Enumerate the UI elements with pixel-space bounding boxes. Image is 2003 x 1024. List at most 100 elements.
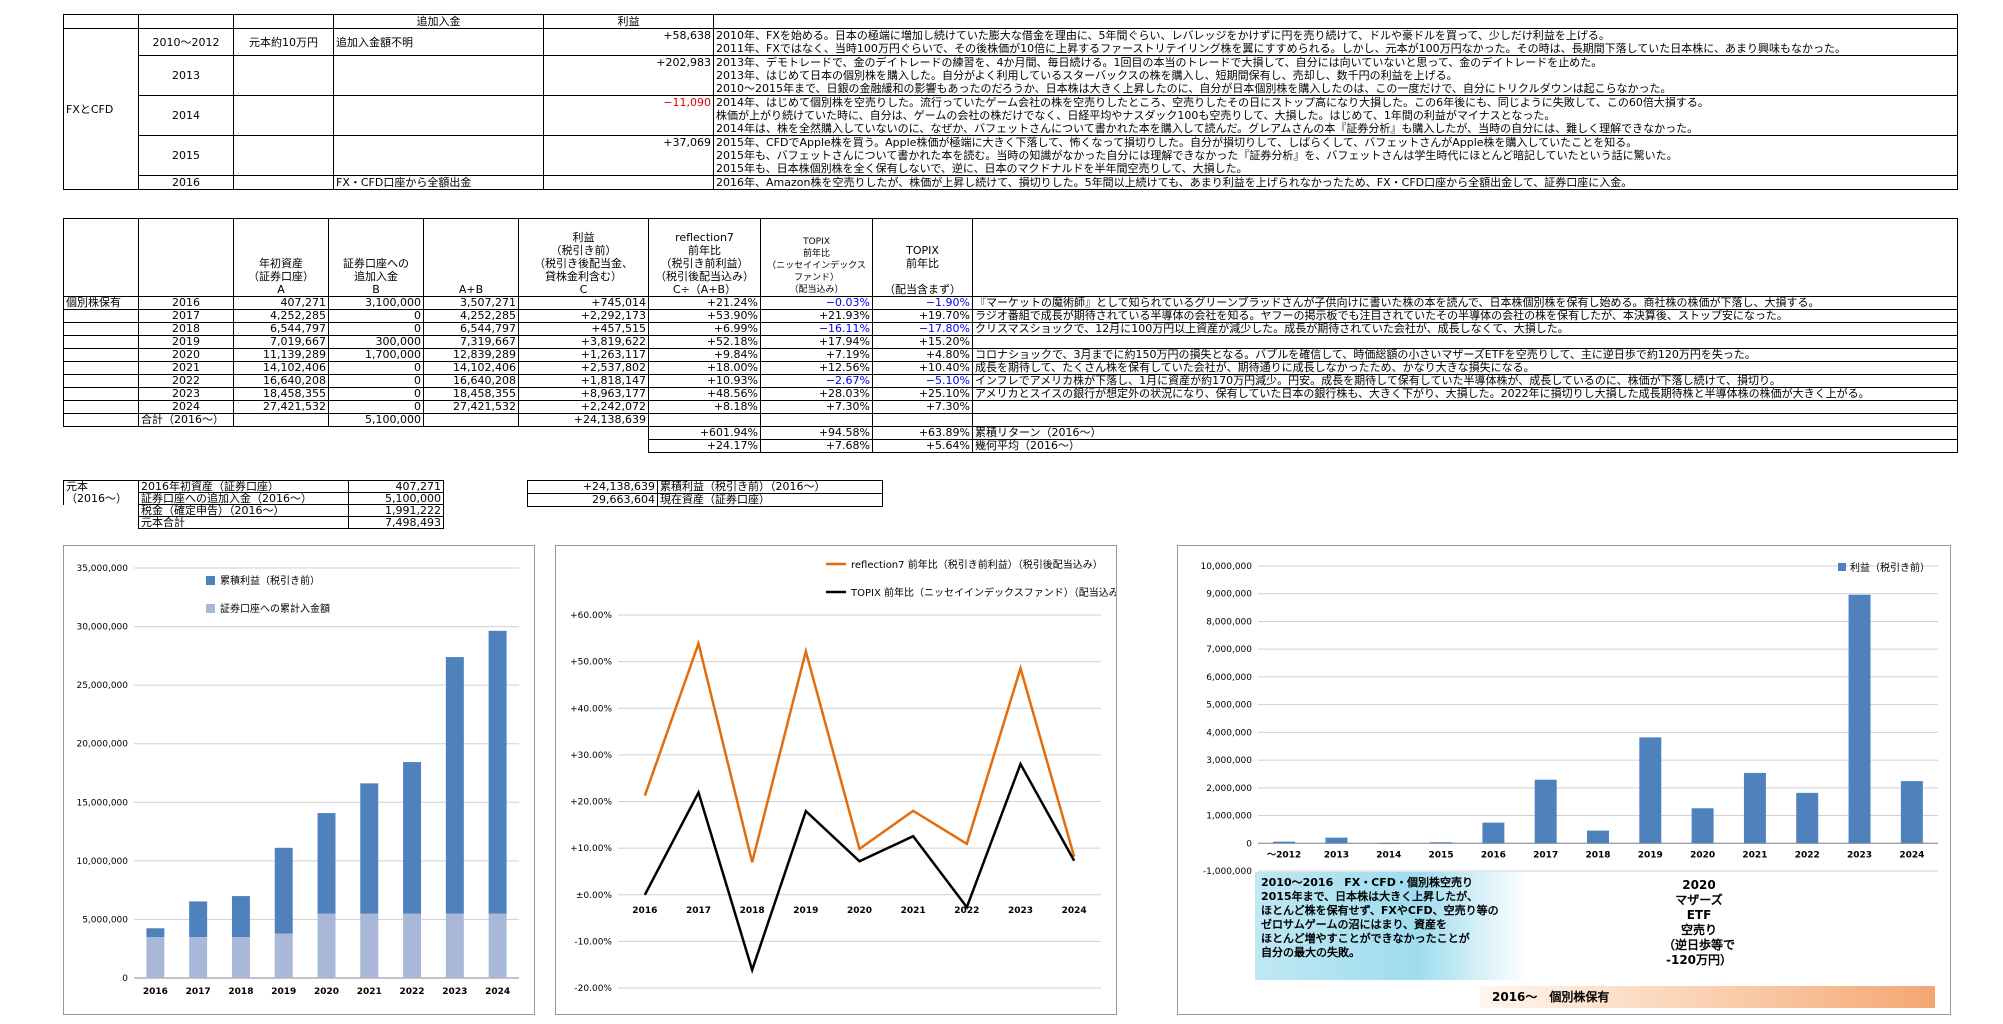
blank (64, 440, 139, 453)
blank (648, 413, 761, 427)
x-tick-label: 〜2012 (1267, 850, 1301, 860)
fx-row: 2014 −11,090 2014年、はじめて個別株を空売りした。流行っていたゲーム… (64, 95, 1958, 136)
bar-segment (445, 913, 464, 978)
fx-note: 2015年も、バフェットさんについて書かれた本を読む。当時の知識がなかった自分に… (713, 149, 1958, 162)
mothers-line: （逆日歩等で (1662, 938, 1735, 952)
stock-topix1: −0.03% (760, 296, 873, 310)
y-tick-label: 9,000,000 (1206, 590, 1252, 600)
mothers-line: 2020 (1682, 878, 1716, 892)
y-tick-label: 0 (1246, 839, 1252, 849)
x-tick-label: 2023 (1847, 850, 1872, 860)
mothers-line: 空売り (1680, 923, 1717, 937)
x-tick-label: 2022 (400, 987, 425, 997)
col-b-header: 証券口座への 追加入金 B (328, 218, 424, 297)
principal-value: 1,991,222 (348, 504, 444, 517)
blank (63, 14, 139, 29)
fx-add: 追加入金額不明 (333, 28, 544, 56)
col-ab-header: A+B (423, 218, 519, 297)
stock-table: 年初資産 （証券口座） A 証券口座への 追加入金 B A+B 利益 （税引き前） （税引き後配当… (63, 218, 1958, 453)
fx-year: 2014 (138, 95, 234, 136)
legend-swatch (206, 604, 215, 613)
annual-profit-bar-chart: -1,000,000 0 1,000,000 2,000,000 3,000,000 4,… (1200, 561, 1938, 877)
stock-c: +2,242,072 (518, 400, 649, 414)
blank (63, 218, 139, 297)
fx-row: 2011年、FXではなく、当時100万円ぐらいで、その後株価が10倍に上昇するフ… (64, 42, 1958, 56)
bar-segment (403, 762, 422, 914)
principal-row: 税金（確定申告）（2016〜） 1,991,222 (64, 504, 444, 517)
note-line: ほとんど株を保有せず、FXやCFD、空売り等の (1261, 904, 1499, 917)
bar (1273, 841, 1296, 844)
stock-ab: 12,839,289 (423, 348, 519, 362)
summary-row: +24,138,639 累積利益（税引き前）（2016〜） (527, 480, 883, 494)
bar (1534, 779, 1557, 844)
stock-row-label (63, 361, 139, 375)
y-tick-label: -10.00% (574, 937, 612, 947)
x-tick-label: 2018 (228, 987, 253, 997)
stock-row: 2021 14,102,406 0 14,102,406 +2,537,802 +18.0… (63, 361, 1958, 375)
stock-r7: +52.18% (648, 335, 761, 349)
bar-segment (360, 913, 379, 978)
x-tick-label: 2020 (314, 987, 339, 997)
fx-row: 2013年、はじめて日本の個別株を購入した。自分がよく利用しているスターバックス… (64, 69, 1958, 82)
legend-swatch (206, 576, 215, 585)
blank (972, 413, 1958, 427)
principal-key: 2016年初資産（証券口座） (138, 480, 349, 493)
stock-row: 2024 27,421,532 0 27,421,532 +2,242,072 +8.18… (63, 400, 1958, 414)
x-tick-label: 2018 (1585, 850, 1610, 860)
stock-a: 6,544,797 (233, 322, 329, 336)
y-tick-label: +30.00% (570, 751, 612, 761)
stock-a: 4,252,285 (233, 309, 329, 323)
geomean-row-topix1: +7.68% (760, 439, 873, 453)
col-c-header: 利益 （税引き前） （税引き後配当金、 貸株金利含む） C (518, 218, 649, 297)
stock-ab: 4,252,285 (423, 309, 519, 323)
summary-key: 累積利益（税引き前）（2016〜） (657, 480, 883, 494)
legend-swatch (1838, 563, 1846, 571)
stock-a: 14,102,406 (233, 361, 329, 375)
col-topix1-header: TOPIX 前年比 （ニッセイインデックスファンド） （配当込み） (760, 218, 873, 297)
fx-row: 株価が上がり続けていた時に、自分は、ゲームの会社の株だけでなく、日経平均やナスダ… (64, 109, 1958, 122)
fx-row-label: FXとCFD (63, 28, 139, 190)
x-tick-label: 2016 (1481, 850, 1506, 860)
chart-cumulative: 0 5,000,000 10,000,000 15,000,000 20,000,000… (63, 545, 535, 1015)
yoy-line-chart: -20.00% -10.00% ±0.00% +10.00% +20.00% +30.00… (570, 558, 1129, 994)
fx-note: 2011年、FXではなく、当時100万円ぐらいで、その後株価が10倍に上昇するフ… (713, 42, 1958, 56)
stock-ab: 7,319,667 (423, 335, 519, 349)
stock-topix2: −17.80% (872, 322, 973, 336)
stock-c: +8,963,177 (518, 387, 649, 401)
stock-a: 7,019,667 (233, 335, 329, 349)
stock-row-label (63, 322, 139, 336)
stock-r7: +10.93% (648, 374, 761, 388)
stock-topix1: +21.93% (760, 309, 873, 323)
bar-segment (317, 913, 336, 978)
stock-topix1: +7.19% (760, 348, 873, 362)
blank (234, 440, 329, 453)
stock-topix2: +7.30% (872, 400, 973, 414)
stock-row: 2020 11,139,289 1,700,000 12,839,289 +1,263,… (63, 348, 1958, 362)
blank (329, 440, 424, 453)
stock-row-label (63, 335, 139, 349)
fx-profit: −11,090 (543, 95, 714, 136)
bar (1639, 737, 1662, 844)
bar-segment (146, 928, 165, 937)
fx-note: 2015年も、日本株個別株を全く保有しないで、逆に、日本のマクドナルドを半年間空… (713, 162, 1958, 176)
failure-note: 2010〜2016 FX・CFD・個別株空売り 2015年まで、日本株は大きく上昇… (1255, 872, 1527, 980)
y-tick-label: 7,000,000 (1206, 645, 1252, 655)
blank (139, 427, 234, 440)
cumulative-row-topix1: +94.58% (760, 426, 873, 440)
geomean-row: +24.17% +7.68% +5.64% 幾何平均（2016〜） (64, 439, 1958, 453)
fx-row: 2014年は、株を全然購入していないのに、なぜか、バフェットさんについて書かれた… (64, 122, 1958, 136)
stock-c: +745,014 (518, 296, 649, 310)
bar-segment (146, 937, 165, 978)
principal-row: 元本 2016年初資産（証券口座） 407,271 (63, 480, 444, 493)
stock-r7: +8.18% (648, 400, 761, 414)
stock-b: 1,700,000 (328, 348, 424, 362)
bar-segment (488, 913, 507, 978)
y-tick-label: 30,000,000 (76, 623, 128, 633)
fx-add (333, 55, 544, 96)
col-add-header: 追加入金 (333, 14, 544, 29)
stock-topix1: +7.30% (760, 400, 873, 414)
stock-topix2: +10.40% (872, 361, 973, 375)
x-tick-label: 2024 (1062, 906, 1087, 916)
fx-year: 2010〜2012 (138, 28, 234, 56)
note-line: 2015年まで、日本株は大きく上昇したが、 (1261, 890, 1478, 903)
